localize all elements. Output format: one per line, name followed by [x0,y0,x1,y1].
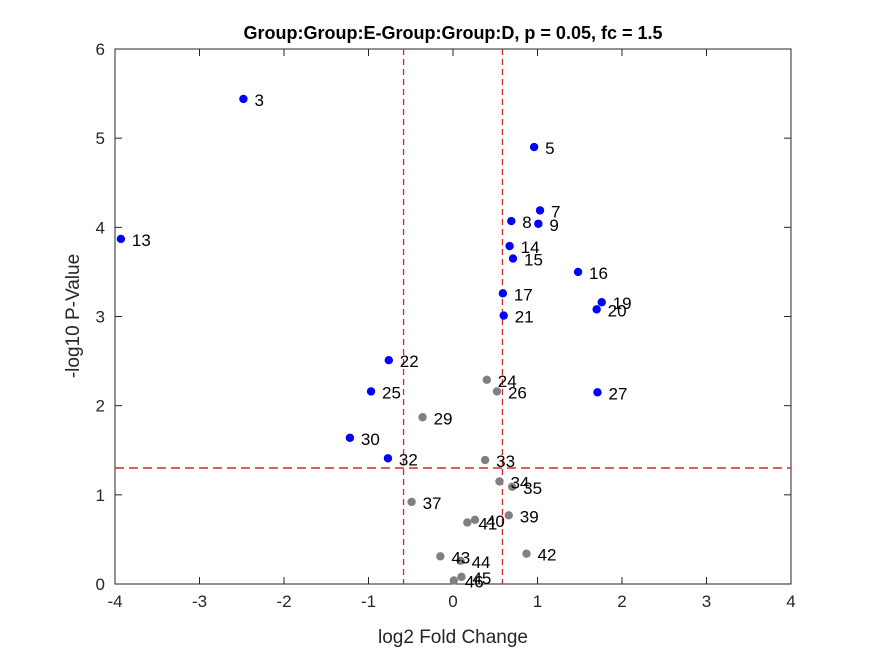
x-tick-label: 2 [617,592,626,611]
significant-point [508,254,518,263]
point-label: 3 [254,91,263,110]
non-significant-point [480,455,490,465]
x-tick-label: -1 [361,592,376,611]
x-axis-title: log2 Fold Change [378,627,528,648]
significant-point [597,298,606,307]
point-label: 29 [434,409,453,428]
significant-point [116,234,126,244]
point-label: 45 [472,569,491,588]
chart-title: Group:Group:E-Group:Group:D, p = 0.05, f… [243,23,662,43]
point-label: 22 [400,352,419,371]
point-label: 27 [608,384,627,403]
point-label: 35 [523,479,542,498]
significant-point [384,355,393,365]
point-label: 25 [382,383,401,402]
x-tick-label: 4 [786,592,795,611]
non-significant-point [457,572,466,582]
threshold-lines [115,49,791,584]
point-label: 30 [361,430,380,449]
significant-point [535,206,545,215]
point-label: 42 [538,546,557,565]
significant-point [573,267,583,277]
non-significant-point [495,477,504,486]
non-significant-point [463,518,472,527]
point-label: 21 [515,308,534,327]
significant-point [534,219,543,228]
x-tick-label: -4 [107,592,122,611]
point-label: 24 [498,372,517,391]
x-tick-label: 3 [702,592,711,611]
non-significant-point [449,576,459,585]
significant-point [593,388,602,397]
point-label: 37 [423,494,442,513]
non-significant-point [418,413,427,422]
y-axis-title: -log10 P-Value [63,254,84,378]
x-tick-label: 0 [448,592,457,611]
non-significant-point [407,497,416,507]
y-tick-label: 5 [96,129,105,148]
non-significant-point [492,387,502,396]
non-significant-point [470,515,480,524]
significant-point [345,433,355,442]
point-label: 19 [613,294,632,313]
non-significant-point [456,556,465,566]
point-label: 43 [451,548,470,567]
significant-point [239,94,248,104]
y-tick-label: 2 [96,397,105,416]
y-tick-label: 0 [96,575,105,594]
point-label: 34 [510,473,529,492]
point-label: 32 [399,450,418,469]
point-label: 15 [524,251,543,270]
non-significant-point [507,482,517,492]
x-tick-label: 1 [533,592,542,611]
significant-point [505,241,514,251]
point-label: 20 [608,301,627,320]
point-label: 26 [508,383,527,402]
y-tick-label: 1 [96,486,105,505]
significant-point [383,454,393,463]
non-significant-point [522,549,531,558]
point-label: 7 [551,202,560,221]
point-label: 41 [478,514,497,533]
x-tick-label: -3 [192,592,207,611]
significant-point [529,142,539,152]
y-tick-label: 4 [96,218,105,237]
x-tick-label: -2 [276,592,291,611]
point-label: 8 [522,213,531,232]
point-label: 33 [496,452,515,471]
non-significant-point [436,552,445,561]
significant-point [592,305,601,314]
point-label: 17 [514,285,533,304]
point-label: 5 [545,139,554,158]
non-significant-point [504,511,513,520]
point-label: 14 [521,238,540,257]
point-label: 39 [520,507,539,526]
point-label: 13 [132,231,151,250]
significant-point [498,289,508,298]
point-label: 16 [589,264,608,283]
point-label: 9 [549,216,558,235]
y-tick-label: 3 [96,308,105,327]
point-label: 44 [472,553,491,572]
point-label: 40 [486,512,505,531]
plot-area [114,48,792,585]
y-tick-label: 6 [96,40,105,59]
significant-point [366,387,376,396]
data-points [116,94,606,585]
significant-point [507,216,516,226]
significant-point [499,311,508,320]
non-significant-point [482,375,491,385]
point-label: 46 [465,572,484,591]
